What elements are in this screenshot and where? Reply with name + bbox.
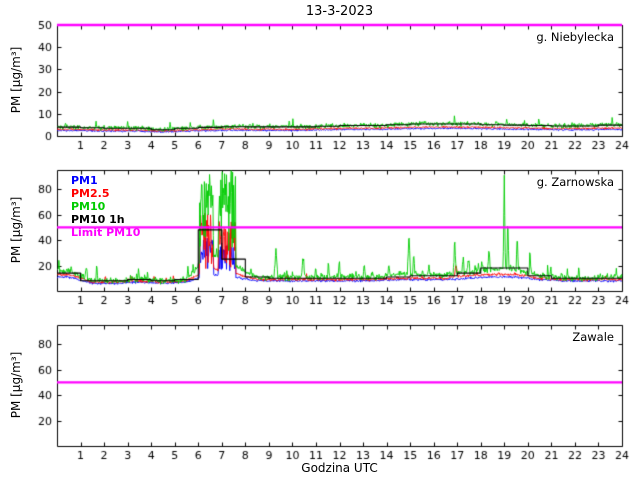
legend-item-pm25: PM2.5	[71, 187, 110, 200]
legend-item-limit: Limit PM10	[71, 226, 141, 239]
y-axis-label-panel1: PM [µg/m³]	[9, 46, 23, 114]
chart-title: 13-3-2023	[305, 4, 374, 19]
x-axis-label: Godzina UTC	[301, 461, 378, 475]
y-axis-label-panel3: PM [µg/m³]	[9, 351, 23, 419]
legend: PM1 PM2.5 PM10 PM10 1h Limit PM10	[71, 174, 140, 239]
y-axis-label-panel2: PM [µg/m³]	[9, 196, 23, 264]
station-label-niebylecka: g. Niebylecka	[536, 30, 614, 44]
station-label-zarnowska: g. Zarnowska	[536, 175, 614, 189]
legend-item-pm1: PM1	[71, 174, 98, 187]
legend-item-pm10: PM10	[71, 200, 106, 213]
station-label-zawale: Zawale	[572, 330, 614, 344]
legend-item-pm10-1h: PM10 1h	[71, 213, 125, 226]
